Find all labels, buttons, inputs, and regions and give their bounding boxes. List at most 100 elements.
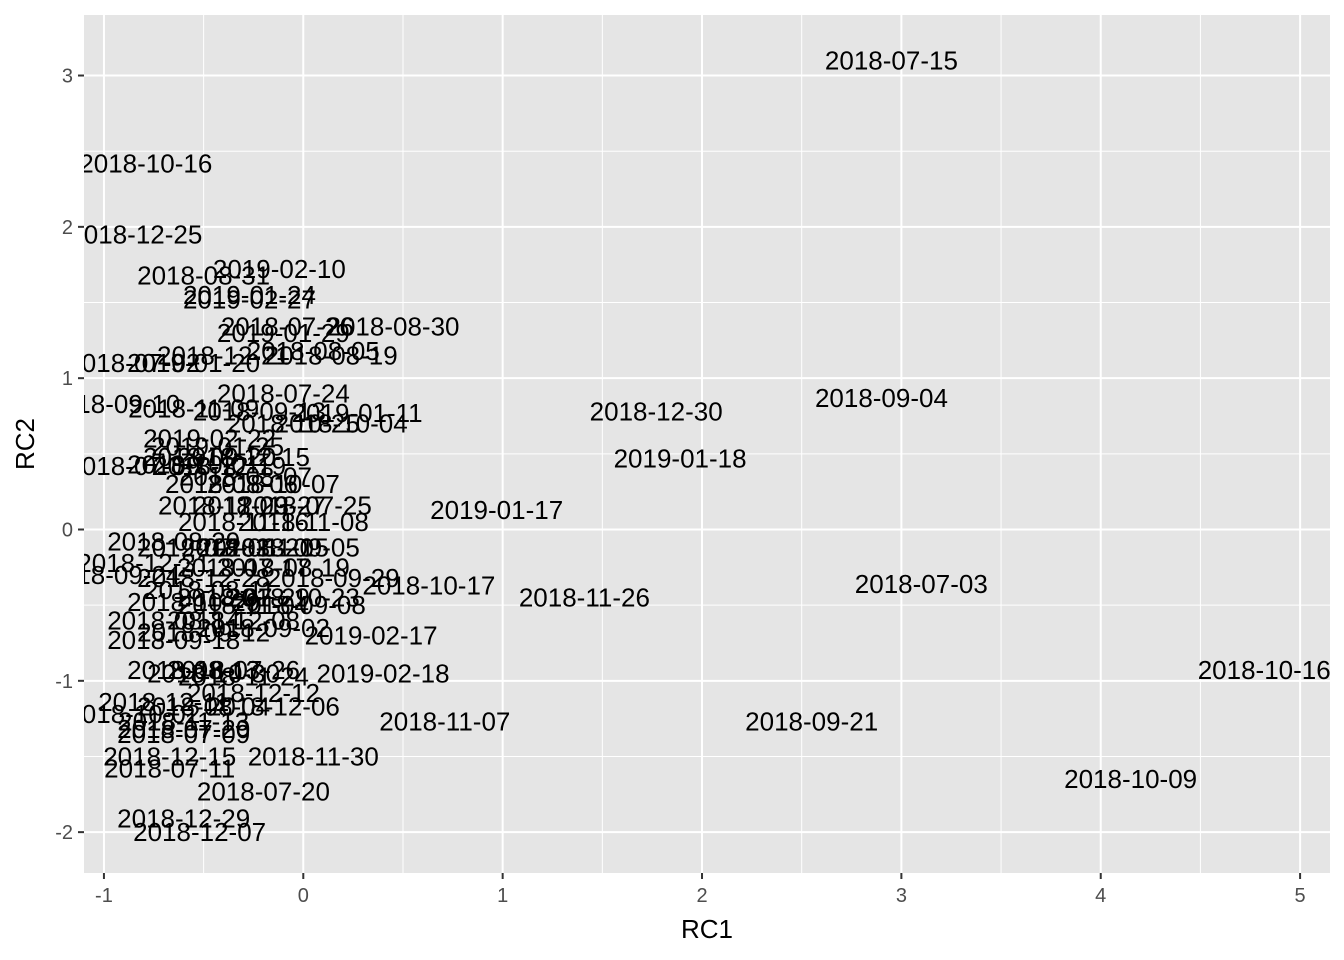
point-label: 2018-08-19 xyxy=(265,340,398,370)
point-label: 2019-01-25 xyxy=(151,431,284,461)
point-label: 2019-02-22 xyxy=(143,424,276,454)
point-label: 2018-08-20 xyxy=(181,533,314,563)
point-label: 2019-01-11 xyxy=(292,398,423,428)
point-label: 2018-10-02 xyxy=(67,699,200,729)
point-label: 2019-01-29 xyxy=(217,318,350,348)
point-label: 2018-08-04 xyxy=(137,692,270,722)
point-label: 2018-09-13 xyxy=(193,396,326,426)
point-label: 2018-12-15 xyxy=(177,442,310,472)
point-label: 2019-01-17 xyxy=(430,495,563,525)
x-tick-label: 3 xyxy=(896,885,907,907)
minor-gridlines xyxy=(84,15,1330,873)
point-label: 2018-12-29 xyxy=(117,804,250,834)
point-label: 2018-11-13 xyxy=(118,707,249,737)
point-label: 2018-10-23 xyxy=(227,583,360,613)
point-label: 2018-07-29 xyxy=(177,583,310,613)
point-label: 2018-11-15 xyxy=(198,533,329,563)
point-label: 2018-07-17 xyxy=(177,552,310,582)
point-label: 2018-07-03 xyxy=(855,569,988,599)
x-tick-label: 5 xyxy=(1295,885,1306,907)
point-label: 2018-08-11 xyxy=(144,575,275,605)
point-label: 2018-10-16 xyxy=(1198,655,1331,685)
data-labels: 2018-07-15 2018-10-16 2018-12-25 2019-02-10… xyxy=(47,45,1331,847)
point-label: 2018-07-24 xyxy=(217,378,350,408)
point-label: 2018-07-20 xyxy=(197,776,330,806)
point-label: 2019-01-24 xyxy=(183,280,316,310)
point-label: 2018-09-27 xyxy=(193,490,326,520)
x-axis-title: RC1 xyxy=(681,914,733,944)
point-label: 2018-09-08 xyxy=(233,590,366,620)
major-gridlines xyxy=(84,15,1330,873)
point-label: 2018-12-15 xyxy=(103,741,236,771)
x-tick-label: 4 xyxy=(1095,885,1106,907)
point-label: 2018-10-04 xyxy=(275,409,408,439)
point-label: 2018-07-09 xyxy=(67,451,200,481)
x-axis: -1 0 1 2 3 4 5 xyxy=(95,873,1306,907)
point-label: 2018-09-12 xyxy=(137,617,270,647)
x-tick-label: 1 xyxy=(497,885,508,907)
point-label: 2018-08-14 xyxy=(107,605,240,635)
point-label: 2018-07-26 xyxy=(167,655,300,685)
point-label: 2018-08-06 xyxy=(165,469,298,499)
y-tick-label: 2 xyxy=(62,217,73,239)
point-label: 2018-09-02 xyxy=(197,613,330,643)
point-label: 2018-12-12 xyxy=(187,678,320,708)
point-label: 2018-10-16 xyxy=(79,148,212,178)
point-label: 2018-12-25 xyxy=(69,219,202,249)
y-tick-label: -2 xyxy=(55,822,73,844)
point-label: 2018-10-25 xyxy=(227,409,360,439)
point-label: 2018-08-07 xyxy=(179,462,312,492)
y-axis: -2 -1 0 1 2 3 xyxy=(55,66,84,844)
point-label: 2019-02-03 xyxy=(137,533,270,563)
point-label: 2018-08-31 xyxy=(137,260,270,290)
y-tick-label: 0 xyxy=(62,519,73,541)
point-label: 2019-02-27 xyxy=(183,284,316,314)
point-label: 2018-08-13 xyxy=(127,655,260,685)
point-label: 2019-01-20 xyxy=(127,348,260,378)
point-label: 2018-07-20 xyxy=(117,714,250,744)
y-tick-label: 1 xyxy=(62,368,73,390)
point-label: 2019-01-18 xyxy=(614,443,747,473)
point-label: 2018-12-31 xyxy=(77,548,210,578)
point-label: 2019-02-17 xyxy=(305,620,438,650)
point-label: 2018-07-02 xyxy=(67,348,200,378)
point-label: 2019-02-18 xyxy=(317,658,450,688)
point-label: 2018-11-30 xyxy=(248,741,379,771)
point-label: 2018-07-09 xyxy=(117,719,250,749)
point-label: 2018-09-04 xyxy=(815,383,948,413)
y-axis-title: RC2 xyxy=(10,418,40,470)
point-label: 2018-08-29 xyxy=(107,527,240,557)
point-label: 2018-09-05 xyxy=(227,533,360,563)
point-label: 2018-09-10 xyxy=(47,389,180,419)
point-label: 2018-10-30 xyxy=(147,658,280,688)
point-label: 2018-12-08 xyxy=(167,605,300,635)
x-tick-label: -1 xyxy=(95,885,113,907)
point-label: 2018-07-26 xyxy=(221,312,354,342)
point-label: 2018-09-18 xyxy=(107,625,240,655)
point-label: 2018-07-11 xyxy=(104,754,235,784)
point-label: 2018-10-29 xyxy=(127,587,260,617)
point-label: 2018-09-21 xyxy=(745,707,878,737)
point-label: 2018-09-20 xyxy=(143,442,276,472)
point-label: 2018-12-30 xyxy=(590,396,723,426)
point-label: 2018-11-07 xyxy=(379,707,510,737)
plot-panel xyxy=(84,15,1330,873)
point-label: 2018-10-17 xyxy=(362,570,495,600)
point-label: 2018-09-29 xyxy=(267,563,400,593)
point-label: 2018-08-19 xyxy=(217,552,350,582)
point-label: 2018-11-23 xyxy=(158,490,289,520)
point-label: 2018-08-05 xyxy=(247,336,380,366)
point-label: 2018-11-16 xyxy=(178,507,309,537)
point-label: 2018-10-07 xyxy=(207,469,340,499)
y-tick-label: -1 xyxy=(55,671,73,693)
point-label: 2018-07-15 xyxy=(825,45,958,75)
point-label: 2018-12-28 xyxy=(137,563,270,593)
point-label: 2018-12-07 xyxy=(133,817,266,847)
point-label: 2018-12-06 xyxy=(207,692,340,722)
point-label: 2018-08-30 xyxy=(327,312,460,342)
point-label: 2018-07-25 xyxy=(239,490,372,520)
point-label: 2018-11-24 xyxy=(178,661,309,691)
point-label: 2018-11-26 xyxy=(519,583,650,613)
point-label: 2018-11-04 xyxy=(178,590,309,620)
